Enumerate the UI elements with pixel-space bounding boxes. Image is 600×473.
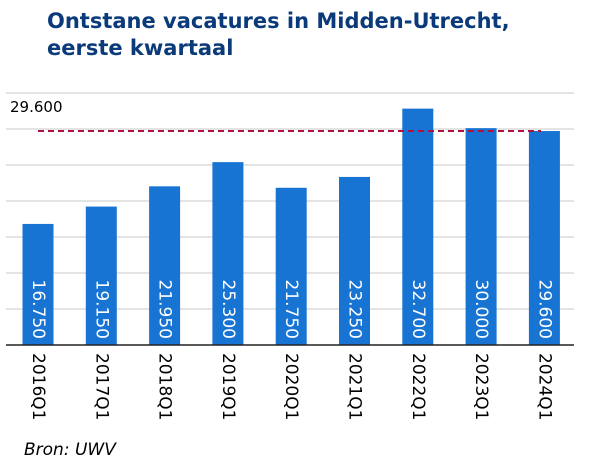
x-tick-label: 2017Q1 [91,353,111,420]
bar-value-label: 29.600 [534,280,554,339]
bar-2017Q1 [85,206,117,345]
bars: 16.750 19.150 21.950 25.300 21.750 23.250 32.7… [22,108,560,345]
bar-2019Q1 [212,162,244,345]
x-tick-label: 2018Q1 [155,353,175,420]
chart-title-line-1: Ontstane vacatures in Midden-Utrecht, [47,9,510,33]
x-tick-label: 2023Q1 [471,353,491,420]
bar-2020Q1 [275,187,307,345]
bar-value-label: 25.300 [218,280,238,339]
reference-line-label: 29.600 [10,98,63,116]
bar-2021Q1 [339,176,370,345]
bar-value-label: 23.250 [345,280,365,339]
source-note: Bron: UWV [24,440,116,460]
x-tick-label: 2016Q1 [28,353,48,420]
x-tick-label: 2021Q1 [345,353,365,420]
bar-2023Q1 [465,128,497,345]
x-tick-label: 2024Q1 [534,353,554,420]
bar-2024Q1 [528,131,560,345]
bar-value-label: 30.000 [471,280,491,339]
bar-2018Q1 [149,186,181,345]
chart-title-line-2: eerste kwartaal [47,36,234,60]
chart-title: Ontstane vacatures in Midden-Utrecht, ee… [47,8,587,62]
bar-value-label: 32.700 [408,280,428,339]
bar-value-label: 21.750 [281,280,301,339]
x-tick-label: 2020Q1 [281,353,301,420]
bar-2022Q1 [402,108,434,345]
bar-2016Q1 [22,223,54,345]
reference-line-group: 29.600 [10,98,541,133]
x-tick-label: 2019Q1 [218,353,238,420]
bar-value-label: 19.150 [91,280,111,339]
bar-value-label: 21.950 [155,280,175,339]
x-axis: 2016Q1 2017Q1 2018Q1 2019Q1 2020Q1 2021Q1 2022… [6,344,574,420]
x-tick-label: 2022Q1 [408,353,428,420]
bar-value-label: 16.750 [28,280,48,339]
